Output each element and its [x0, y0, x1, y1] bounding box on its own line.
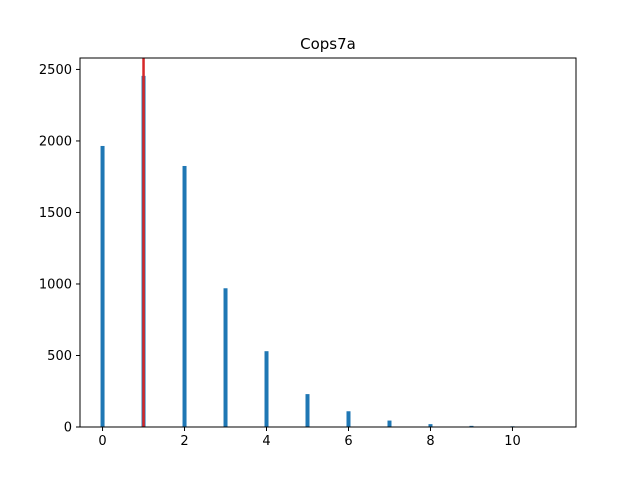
plot-frame [79, 57, 577, 428]
x-tick-label: 8 [426, 434, 434, 449]
x-tick-label: 4 [262, 434, 270, 449]
histogram-bar [100, 145, 105, 428]
y-tick-label: 2500 [39, 63, 72, 78]
histogram-bar [182, 165, 187, 428]
x-tick-label: 6 [344, 434, 352, 449]
y-tick-label: 2000 [39, 134, 72, 149]
histogram-bar [223, 288, 228, 427]
histogram-bar [387, 420, 392, 427]
y-tick-label: 1500 [39, 206, 72, 221]
y-tick-label: 500 [47, 349, 72, 364]
histogram-bar [264, 351, 269, 427]
histogram-bar [346, 411, 351, 427]
y-tick-label: 0 [64, 421, 72, 436]
y-tick-label: 1000 [39, 277, 72, 292]
x-tick-label: 10 [504, 434, 521, 449]
chart-title: Cops7a [300, 35, 356, 53]
histogram-bar [428, 424, 433, 427]
x-tick-label: 2 [180, 434, 188, 449]
histogram-bar [469, 425, 474, 427]
histogram-bar [305, 394, 310, 427]
x-tick-label: 0 [98, 434, 106, 449]
